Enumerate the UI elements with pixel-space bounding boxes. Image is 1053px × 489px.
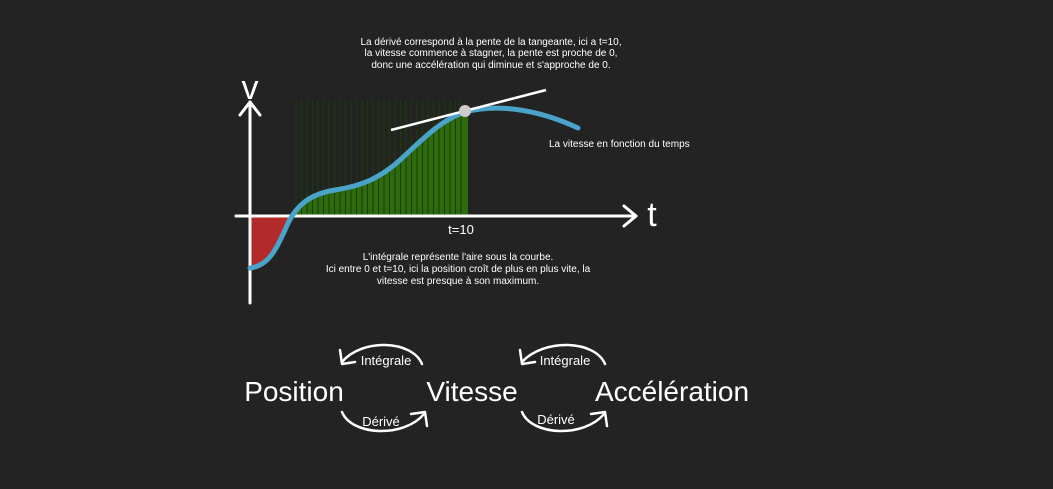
derivative-note-line: La dérivé correspond à la pente de la ta… (360, 37, 621, 48)
integral-arrowhead-right (518, 348, 537, 366)
integral-note-line: Ici entre 0 et t=10, ici la position cro… (326, 264, 591, 275)
node-position: Position (244, 376, 344, 407)
integral-arrow-right (520, 343, 607, 366)
y-axis-label: v (242, 69, 259, 107)
integral-note-line: vitesse est presque à son maximum. (377, 276, 539, 287)
y-axis-arrow (238, 100, 262, 117)
derivative-label-left: Dérivé (362, 414, 400, 429)
integral-label-left: Intégrale (361, 353, 412, 368)
integral-note-line: L'intégrale représente l'aire sous la co… (363, 252, 554, 263)
integral-arrow-left (340, 343, 424, 366)
velocity-curve (247, 105, 581, 271)
derivative-note-line: donc une accélération qui diminue et s'a… (371, 60, 610, 71)
curve-label: La vitesse en fonction du temps (549, 139, 690, 150)
negative-integral-area (250, 216, 292, 268)
node-vitesse: Vitesse (426, 376, 517, 407)
positive-integral-area (288, 111, 468, 217)
derivative-note: La dérivé correspond à la pente de la ta… (360, 37, 621, 71)
derivative-note-line: la vitesse commence à stagner, la pente … (365, 48, 618, 59)
tangent-point (459, 105, 471, 117)
derivative-arrow-left (340, 410, 426, 433)
derivative-arrowhead-left (409, 410, 429, 428)
derivative-arrow-right (520, 410, 606, 433)
derivative-arrowhead-right (589, 410, 609, 428)
integral-hatching (295, 100, 462, 216)
integral-note: L'intégrale représente l'aire sous la co… (326, 252, 591, 287)
x-axis-arrow (622, 204, 638, 228)
node-acceleration: Accélération (595, 376, 749, 407)
integral-arrowhead-left (338, 348, 357, 366)
t10-marker-label: t=10 (448, 222, 474, 237)
derivative-label-right: Dérivé (537, 412, 575, 427)
x-axis-label: t (647, 196, 657, 234)
integral-label-right: Intégrale (540, 353, 591, 368)
